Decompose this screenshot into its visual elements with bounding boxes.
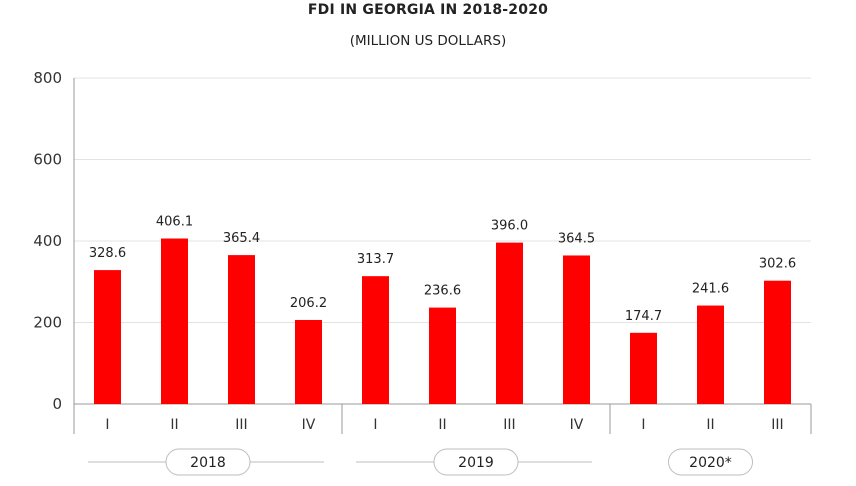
bar [295,319,322,404]
x-tick-label: I [105,417,109,433]
bar [563,255,590,404]
y-tick-label: 600 [33,151,62,169]
data-label: 328.6 [89,246,126,261]
bar [429,307,456,404]
x-tick-label: II [706,417,714,433]
x-tick-label: II [438,417,446,433]
y-tick-label: 200 [33,314,62,332]
x-tick-label: III [771,417,783,433]
data-label: 365.4 [223,231,260,246]
x-tick-label: III [503,417,515,433]
year-label: 2019 [458,455,494,471]
year-pill [165,448,251,476]
y-tick-label: 400 [33,232,62,250]
bar [228,255,255,404]
data-label: 241.6 [692,282,729,297]
bar [630,332,657,404]
chart-title: FDI IN GEORGIA IN 2018-2020 [307,2,549,18]
year-pill [668,448,753,476]
x-tick-label: IV [302,417,316,433]
x-tick-label: I [641,417,645,433]
bar [764,280,791,404]
data-label: 406.1 [156,215,193,230]
bar [697,305,724,404]
year-pill [433,448,519,476]
bar [94,270,121,404]
x-tick-label: III [235,417,247,433]
data-label: 396.0 [491,219,528,234]
data-label: 302.6 [759,257,796,272]
y-tick-label: 800 [33,69,62,87]
year-label: 2018 [190,455,226,471]
x-tick-label: II [170,417,178,433]
data-label: 206.2 [290,296,327,311]
year-label: 2020* [689,455,732,471]
data-label: 174.7 [625,309,662,324]
bar [496,242,523,404]
data-label: 313.7 [357,252,394,267]
data-label: 364.5 [558,231,595,246]
bar [161,238,188,404]
y-tick-label: 0 [52,395,62,413]
data-label: 236.6 [424,284,461,299]
x-tick-label: IV [570,417,584,433]
bar [362,276,389,404]
chart-subtitle: (MILLION US DOLLARS) [349,33,507,49]
x-tick-label: I [373,417,377,433]
